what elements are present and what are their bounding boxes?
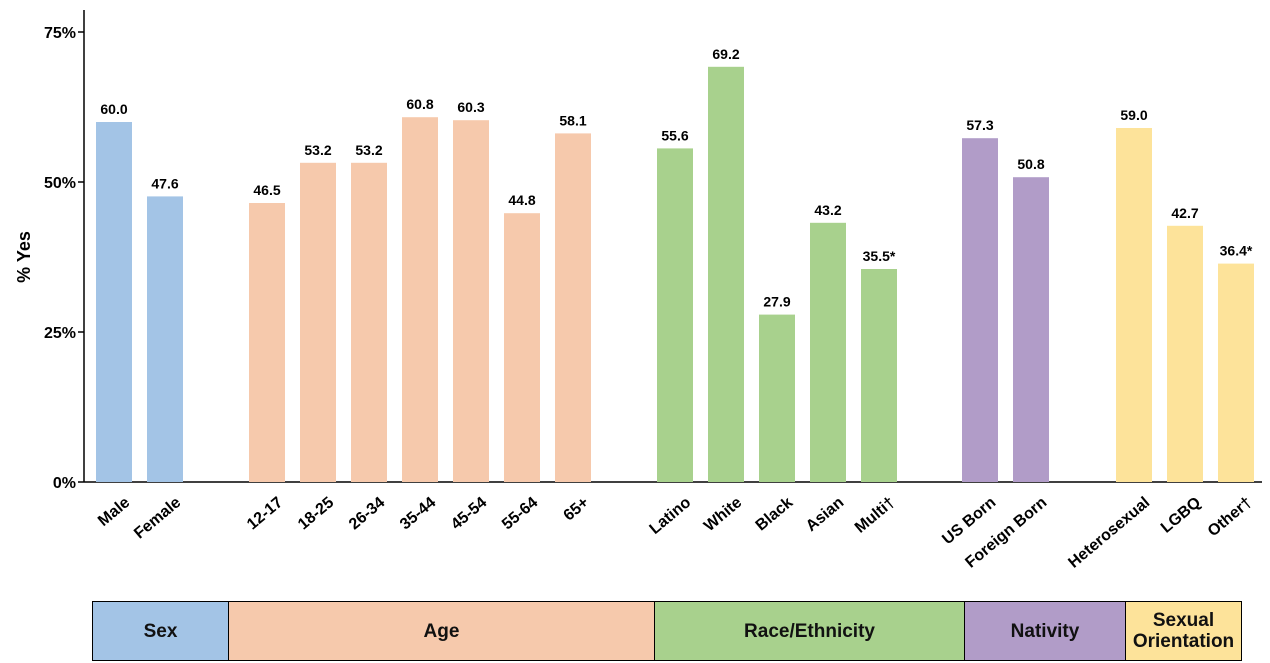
bar-value-label: 43.2 bbox=[814, 202, 841, 218]
x-tick-label: 65+ bbox=[561, 494, 593, 524]
bar-value-label: 44.8 bbox=[508, 192, 535, 208]
legend-row: Sex Age Race/Ethnicity Nativity Sexual Orien… bbox=[92, 601, 1242, 661]
legend-cell: Nativity bbox=[964, 601, 1126, 661]
x-tick-label: 35-44 bbox=[397, 494, 439, 533]
bar-value-label: 35.5* bbox=[863, 248, 896, 264]
bar-value-label: 42.7 bbox=[1171, 205, 1198, 221]
x-tick-label: 55-64 bbox=[499, 494, 541, 533]
bar-value-label: 53.2 bbox=[355, 142, 382, 158]
bar-value-label: 36.4* bbox=[1220, 243, 1253, 259]
bar-value-label: 58.1 bbox=[559, 112, 586, 128]
y-tick-label: 0% bbox=[53, 475, 76, 492]
bar bbox=[96, 122, 132, 482]
x-tick-label: Latino bbox=[647, 494, 695, 538]
bar bbox=[402, 117, 438, 482]
bar-value-label: 46.5 bbox=[253, 182, 280, 198]
bar bbox=[708, 66, 744, 483]
bar bbox=[759, 314, 795, 482]
y-tick-label: 75% bbox=[44, 25, 76, 42]
x-tick-label: Female bbox=[131, 494, 184, 543]
bar bbox=[249, 203, 285, 482]
bar bbox=[1167, 225, 1203, 483]
bar bbox=[1116, 128, 1152, 482]
bar bbox=[657, 148, 693, 482]
legend-cell: Sexual Orientation bbox=[1125, 601, 1242, 661]
bar-value-label: 53.2 bbox=[304, 142, 331, 158]
bar bbox=[861, 269, 897, 482]
x-tick-label: Black bbox=[753, 494, 797, 535]
bar bbox=[962, 138, 998, 482]
x-tick-label: 26-34 bbox=[346, 494, 388, 533]
bar-value-label: 60.0 bbox=[100, 101, 127, 117]
bar bbox=[351, 162, 387, 483]
x-tick-label: Other† bbox=[1205, 494, 1255, 540]
bar bbox=[453, 120, 489, 482]
x-tick-label: 12-17 bbox=[244, 494, 286, 533]
y-tick-label: 50% bbox=[44, 175, 76, 192]
bar-value-label: 55.6 bbox=[661, 127, 688, 143]
bar-value-label: 50.8 bbox=[1017, 156, 1044, 172]
group-legend-table: Sex Age Race/Ethnicity Nativity Sexual Orien… bbox=[92, 601, 1242, 661]
x-tick-label: White bbox=[701, 494, 745, 535]
bar bbox=[147, 196, 183, 482]
x-tick-label: Male bbox=[95, 494, 133, 530]
legend-cell: Sex bbox=[92, 601, 229, 661]
legend-cell: Age bbox=[228, 601, 655, 661]
bar-value-label: 57.3 bbox=[966, 117, 993, 133]
bar-value-label: 69.2 bbox=[712, 46, 739, 62]
y-axis-label: % Yes bbox=[14, 231, 34, 283]
x-tick-label: 18-25 bbox=[295, 494, 337, 533]
x-tick-label: LGBQ bbox=[1158, 494, 1204, 537]
bar-value-label: 47.6 bbox=[151, 175, 178, 191]
bar-value-label: 60.3 bbox=[457, 99, 484, 115]
bar bbox=[555, 133, 591, 482]
bar bbox=[504, 213, 540, 482]
bar bbox=[300, 162, 336, 483]
x-tick-label: Heterosexual bbox=[1065, 494, 1153, 572]
x-tick-label: Asian bbox=[803, 494, 847, 535]
bar bbox=[810, 222, 846, 483]
bar-value-label: 27.9 bbox=[763, 294, 790, 310]
x-tick-label: 45-54 bbox=[448, 494, 490, 533]
y-tick-label: 25% bbox=[44, 325, 76, 342]
chart-canvas: 0% 25% 50% 75% % Yes 60.0 Male 47.6 Female 46.5 12… bbox=[14, 10, 1262, 572]
bar-chart: 0% 25% 50% 75% % Yes 60.0 Male 47.6 Female 46.5 12… bbox=[14, 10, 1262, 572]
x-tick-label: Multi† bbox=[852, 494, 898, 537]
bar bbox=[1218, 263, 1254, 482]
bar-value-label: 60.8 bbox=[406, 96, 433, 112]
bar-value-label: 59.0 bbox=[1120, 107, 1147, 123]
bar bbox=[1013, 177, 1049, 482]
legend-cell: Race/Ethnicity bbox=[654, 601, 965, 661]
